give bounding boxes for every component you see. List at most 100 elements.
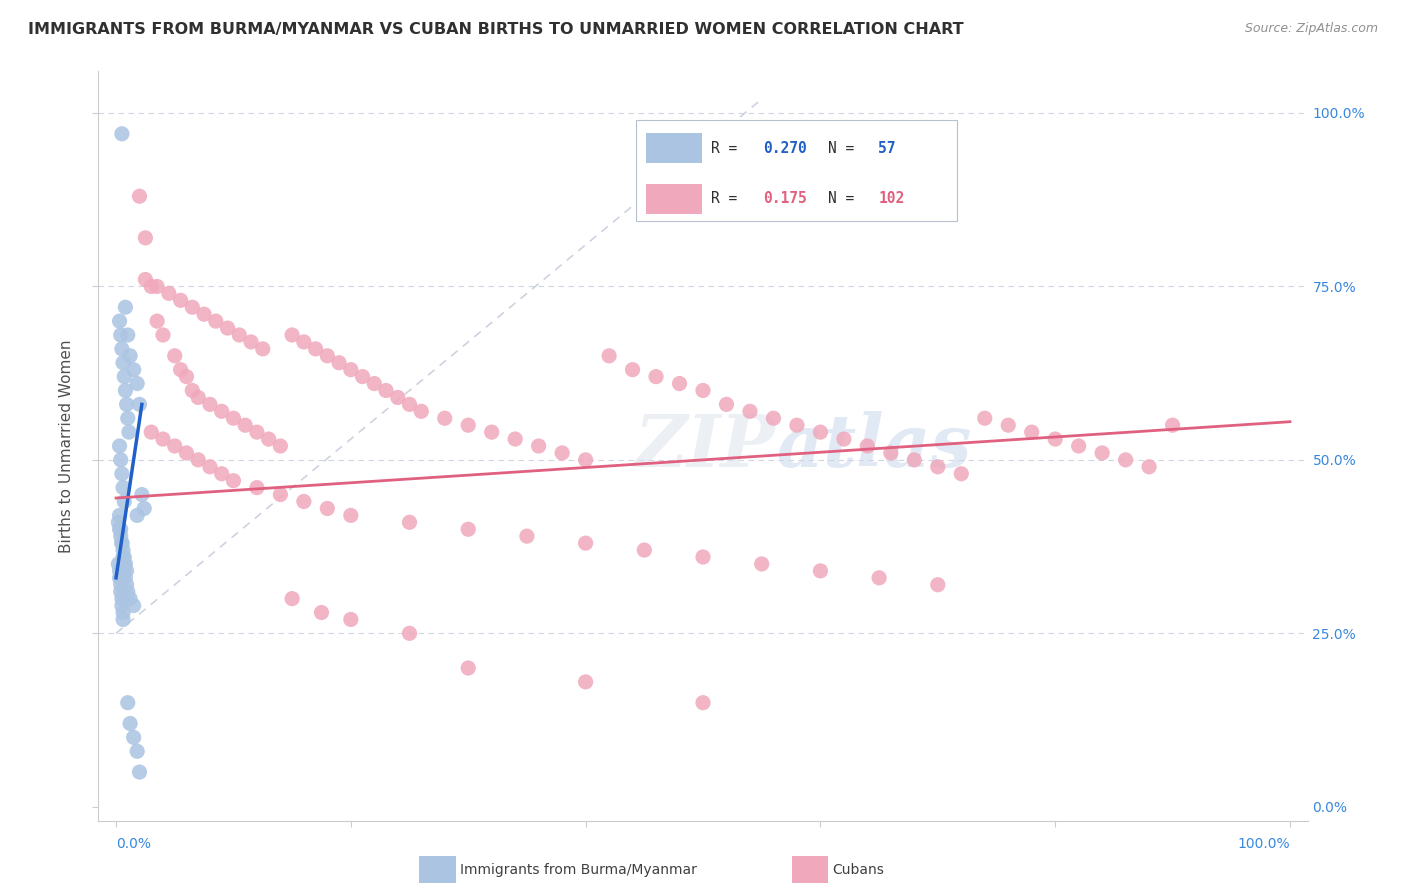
Point [692, 696, 714, 710]
Point [252, 342, 274, 356]
Point [122, 731, 145, 745]
Point [146, 314, 169, 328]
Point [340, 508, 363, 523]
Point [246, 481, 269, 495]
Point [146, 279, 169, 293]
Point [233, 418, 256, 433]
Point [880, 446, 903, 460]
Text: Cubans: Cubans [832, 863, 884, 877]
Point [503, 432, 526, 446]
Point [1021, 425, 1043, 439]
Point [292, 334, 315, 349]
Point [134, 231, 156, 245]
Point [181, 384, 204, 398]
Point [108, 314, 131, 328]
Point [292, 494, 315, 508]
Point [738, 404, 761, 418]
Point [127, 508, 149, 523]
Point [112, 481, 135, 495]
Point [457, 418, 479, 433]
Point [716, 397, 738, 411]
Point [181, 300, 204, 314]
Text: 102: 102 [879, 192, 904, 206]
Point [692, 384, 714, 398]
Point [107, 516, 129, 530]
Point [115, 397, 138, 411]
Point [118, 425, 141, 439]
Point [110, 328, 132, 343]
Point [112, 549, 135, 564]
Point [411, 404, 433, 418]
Point [111, 536, 134, 550]
Point [169, 362, 191, 376]
Point [692, 549, 714, 564]
Point [868, 571, 890, 585]
Point [112, 494, 135, 508]
Point [110, 578, 132, 592]
Point [169, 293, 191, 308]
Point [808, 564, 831, 578]
Point [668, 376, 690, 391]
Point [115, 578, 138, 592]
Point [128, 397, 150, 411]
Point [114, 571, 136, 585]
Point [120, 349, 142, 363]
Point [481, 425, 503, 439]
Point [1137, 459, 1160, 474]
Point [222, 474, 245, 488]
Point [114, 300, 136, 314]
Point [433, 411, 456, 425]
Point [352, 369, 374, 384]
Point [122, 599, 145, 613]
Text: Source: ZipAtlas.com: Source: ZipAtlas.com [1244, 22, 1378, 36]
Point [111, 599, 134, 613]
Point [328, 356, 350, 370]
Point [551, 446, 574, 460]
Point [131, 487, 153, 501]
Point [111, 127, 134, 141]
Text: R =: R = [711, 141, 747, 156]
Point [246, 425, 269, 439]
Point [108, 439, 131, 453]
Point [211, 404, 233, 418]
Point [163, 349, 186, 363]
Text: 0.0%: 0.0% [117, 838, 150, 851]
Point [217, 321, 239, 335]
Point [198, 459, 221, 474]
Point [927, 578, 949, 592]
Point [112, 369, 135, 384]
Point [122, 362, 145, 376]
Point [112, 549, 135, 564]
Point [222, 411, 245, 425]
Point [257, 432, 280, 446]
Point [645, 369, 668, 384]
Point [527, 439, 550, 453]
Y-axis label: Births to Unmarried Women: Births to Unmarried Women [59, 339, 75, 553]
Point [117, 411, 139, 425]
Point [110, 453, 132, 467]
Point [786, 418, 808, 433]
Point [128, 189, 150, 203]
Point [211, 467, 233, 481]
FancyBboxPatch shape [647, 134, 702, 163]
Point [762, 411, 785, 425]
Point [832, 432, 855, 446]
Point [187, 391, 209, 405]
Point [114, 384, 136, 398]
Point [457, 522, 479, 536]
Point [387, 391, 409, 405]
Point [340, 612, 363, 626]
Text: 0.175: 0.175 [763, 192, 807, 206]
Text: N =: N = [828, 141, 862, 156]
Point [363, 376, 385, 391]
Point [120, 591, 142, 606]
Text: 100.0%: 100.0% [1237, 838, 1289, 851]
Point [1067, 439, 1090, 453]
Point [110, 522, 132, 536]
Point [128, 765, 150, 780]
Point [111, 591, 134, 606]
Point [997, 418, 1019, 433]
Point [127, 744, 149, 758]
Point [110, 529, 132, 543]
Text: R =: R = [711, 192, 747, 206]
